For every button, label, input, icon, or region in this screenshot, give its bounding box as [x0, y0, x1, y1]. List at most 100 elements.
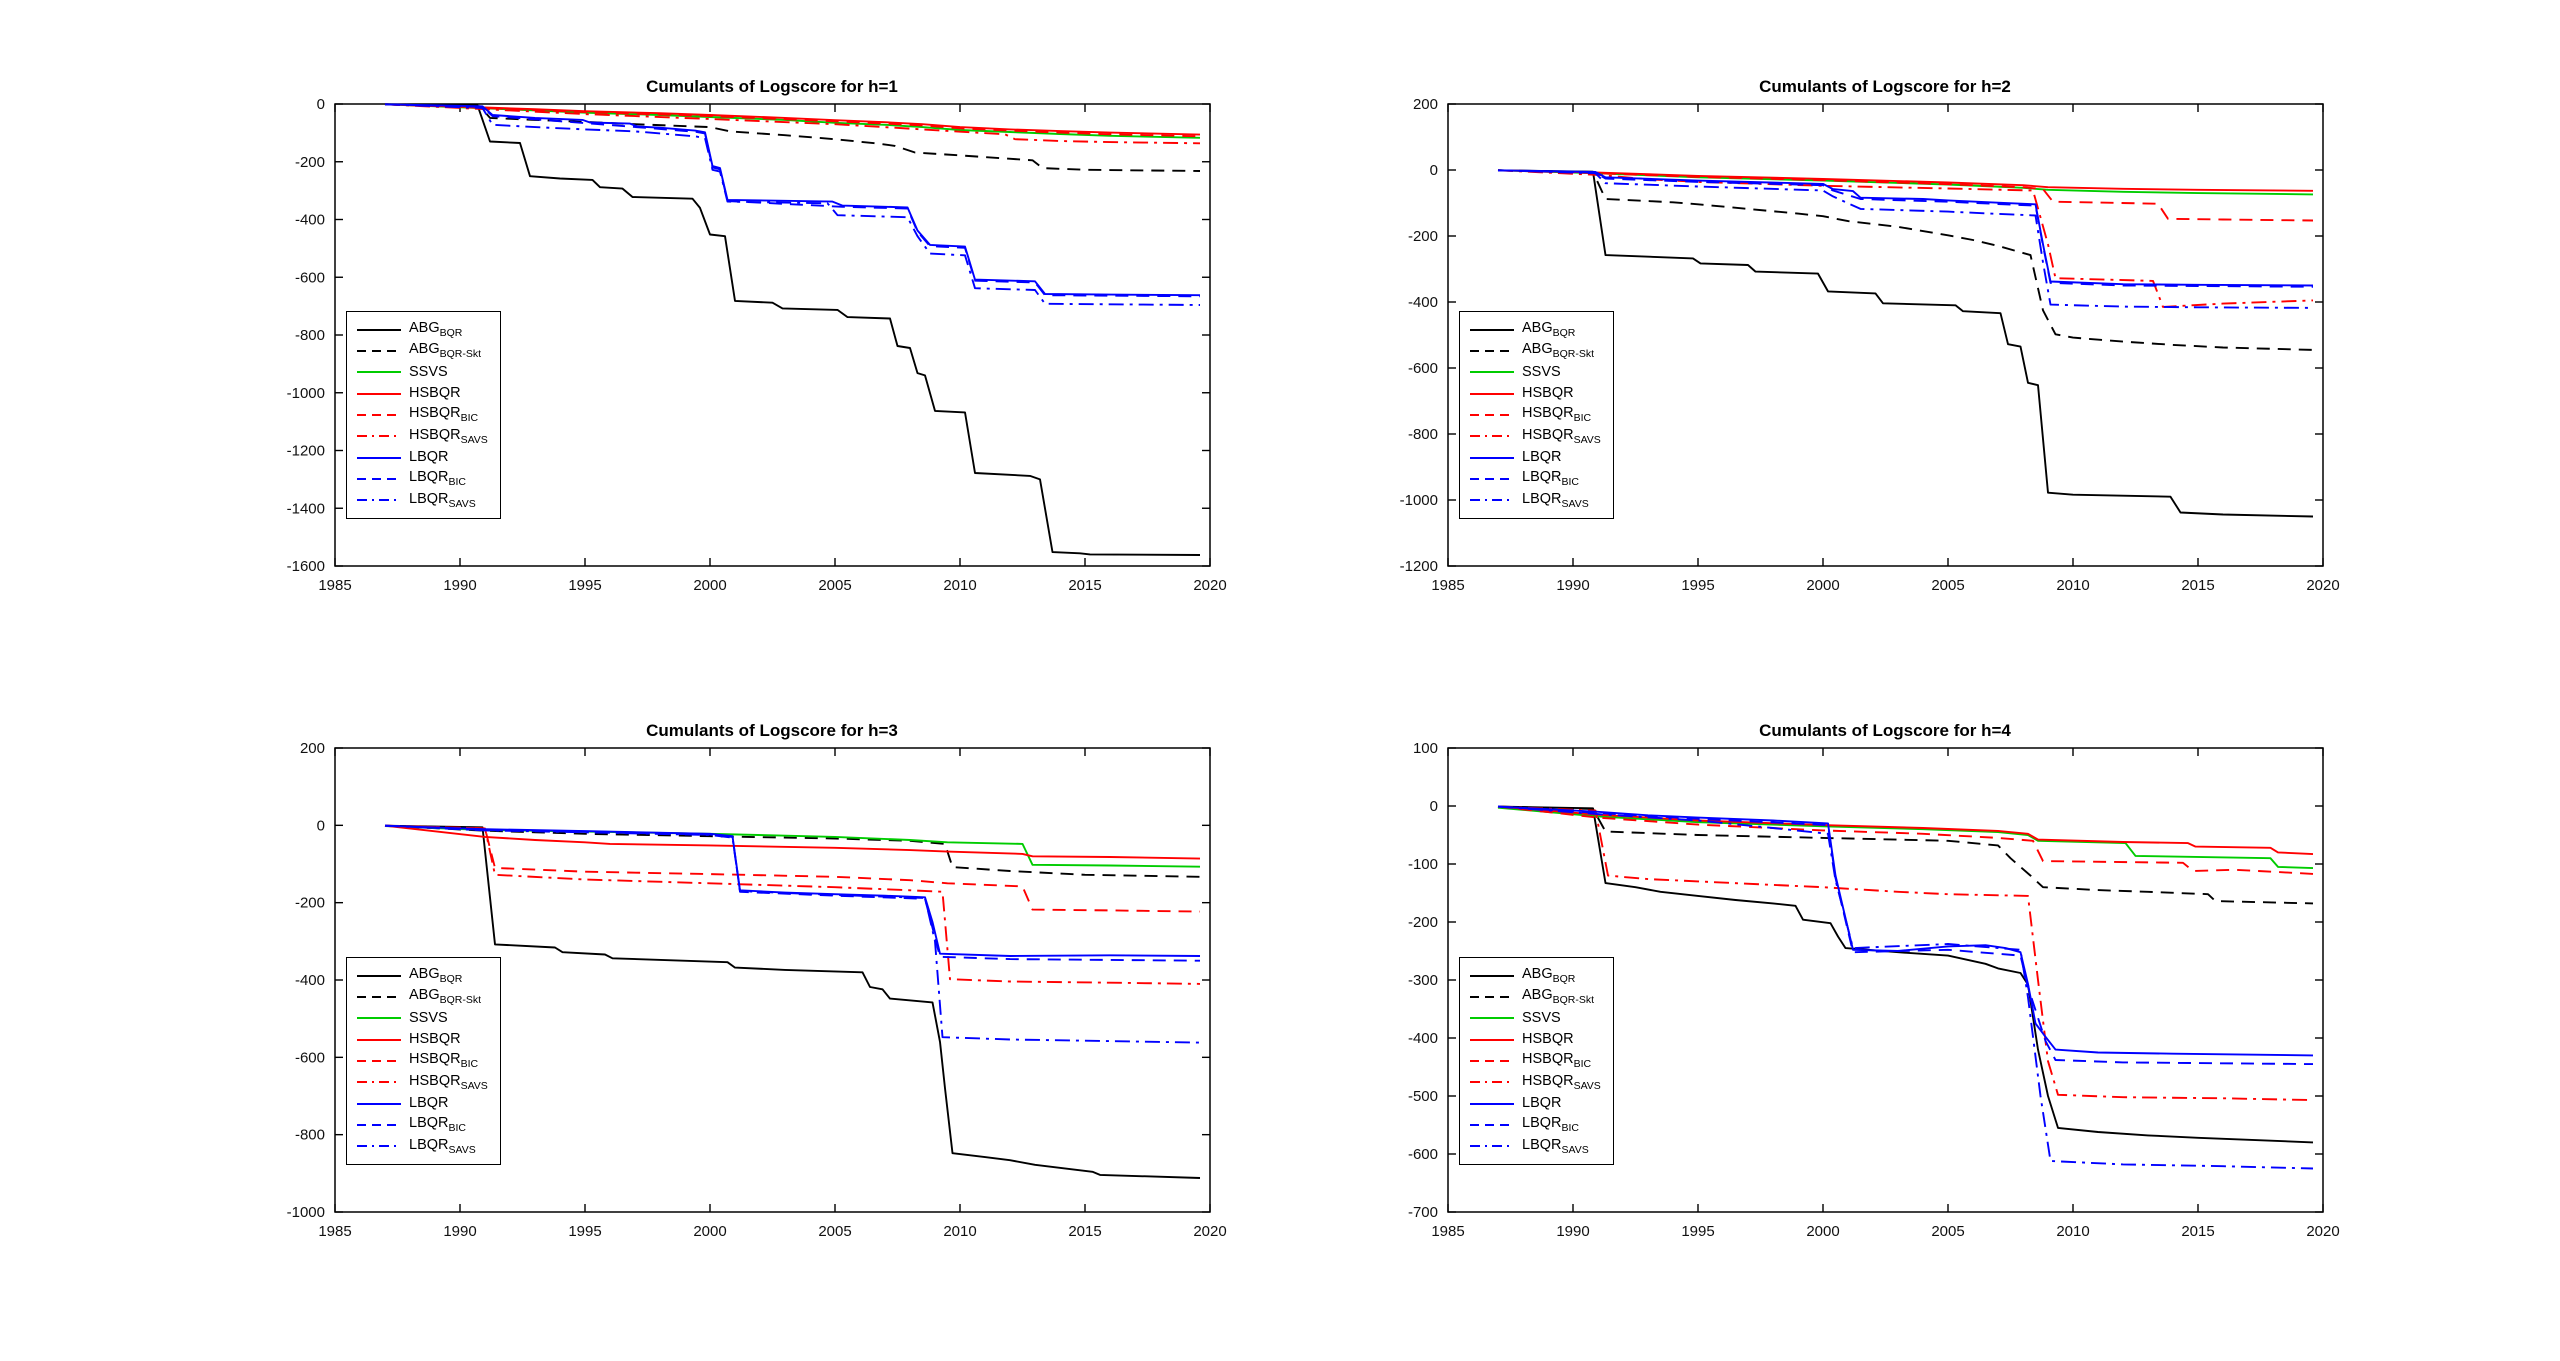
legend-label: ABGBQR	[1522, 965, 1576, 985]
y-tick-label: -600	[295, 269, 325, 286]
legend-label: HSBQRBIC	[1522, 1051, 1592, 1071]
series-HSBQR	[1497, 169, 2314, 192]
legend-label: ABGBQR	[1522, 319, 1576, 339]
x-tick-label: 2020	[1193, 1223, 1226, 1240]
legend-label: HSBQRBIC	[1522, 405, 1592, 425]
y-tick-label: -600	[1408, 360, 1438, 377]
x-tick-label: 1995	[1681, 1223, 1714, 1240]
x-tick-label: 1995	[568, 1223, 601, 1240]
legend-label: LBQRSAVS	[1522, 1136, 1589, 1156]
y-tick-label: -400	[295, 972, 325, 989]
y-tick-label: -100	[1408, 856, 1438, 873]
y-tick-label: 100	[1413, 740, 1438, 757]
legend-line-sample-solid	[1470, 371, 1514, 374]
legend-item-HSBQR: HSBQR	[1469, 1029, 1601, 1050]
series-HSBQR_BIC	[1497, 169, 2314, 222]
y-tick-label: -400	[1408, 294, 1438, 311]
y-tick-label: -1600	[287, 558, 325, 575]
x-tick-label: 1995	[1681, 577, 1714, 594]
legend-line-sample-solid	[1470, 1038, 1514, 1041]
legend-label: LBQRSAVS	[409, 490, 476, 510]
x-tick-label: 1985	[318, 1223, 351, 1240]
plot-canvas: 1985 1990 1995 2000 2005 2010 2015 20202000-200…	[287, 740, 1227, 1240]
legend-label: LBQRBIC	[1522, 469, 1580, 489]
series-LBQR_BIC	[1497, 805, 2314, 1066]
y-tick-label: -200	[295, 895, 325, 912]
legend-line-sample-dashed	[1470, 995, 1514, 998]
x-tick-label: 2005	[1931, 1223, 1964, 1240]
legend-item-ABG_BQR: ABGBQR	[356, 965, 488, 986]
legend-line-sample-dashdot	[357, 435, 401, 438]
legend-item-HSBQR_BIC: HSBQRBIC	[1469, 404, 1601, 425]
series-HSBQR_BIC	[384, 824, 1201, 913]
series-SSVS	[1497, 806, 2314, 870]
series-HSBQR_BIC	[384, 103, 1201, 138]
plot-svg-h2: Cumulants of Logscore for h=2 1985 1990 19…	[1400, 77, 2340, 594]
legend-item-ABG_BQR-Skt: ABGBQR-Skt	[356, 340, 488, 361]
legend-line-sample-dashdot	[1470, 1081, 1514, 1084]
series-ABG_BQR	[1497, 169, 2314, 518]
legend-item-SSVS: SSVS	[356, 362, 488, 383]
legend-line-sample-dashdot	[1470, 499, 1514, 502]
legend-line-sample-dashdot	[357, 1145, 401, 1148]
legend-item-ABG_BQR: ABGBQR	[356, 319, 488, 340]
legend-label: ABGBQR-Skt	[409, 341, 482, 361]
legend-label: SSVS	[1522, 1010, 1561, 1027]
series-LBQR_SAVS	[384, 103, 1201, 306]
legend-label: HSBQR	[1522, 385, 1574, 402]
x-tick-label: 2015	[2181, 1223, 2214, 1240]
legend-label: ABGBQR	[409, 319, 463, 339]
x-tick-label: 1985	[1431, 577, 1464, 594]
legend-item-LBQR: LBQR	[1469, 1093, 1601, 1114]
series-ABG_BQR-Skt	[1497, 169, 2314, 351]
legend-line-sample-dashed	[357, 413, 401, 416]
y-tick-label: -1400	[287, 500, 325, 517]
legend-line-sample-dashed	[357, 349, 401, 352]
x-tick-label: 2015	[1068, 577, 1101, 594]
series-HSBQR	[384, 103, 1201, 136]
legend-item-LBQR_SAVS: LBQRSAVS	[356, 490, 488, 511]
legend: ABGBQR ABGBQR-Skt SSVS HSBQR HSBQRBIC HSBQRSA…	[1459, 311, 1614, 519]
y-tick-label: -1000	[287, 385, 325, 402]
legend-item-LBQR_SAVS: LBQRSAVS	[1469, 490, 1601, 511]
legend-label: ABGBQR	[409, 965, 463, 985]
x-tick-label: 1990	[1556, 1223, 1589, 1240]
legend-label: ABGBQR-Skt	[1522, 987, 1595, 1007]
legend-line-sample-dashed	[1470, 477, 1514, 480]
legend-label: LBQRBIC	[409, 1115, 467, 1135]
legend-line-sample-solid	[357, 456, 401, 459]
plot-svg-h1: Cumulants of Logscore for h=1 1985 1990 19…	[287, 77, 1227, 594]
y-tick-label: -200	[1408, 228, 1438, 245]
series-LBQR_SAVS	[384, 824, 1201, 1044]
legend: ABGBQR ABGBQR-Skt SSVS HSBQR HSBQRBIC HSBQRSA…	[1459, 957, 1614, 1165]
plot-h1: Cumulants of Logscore for h=1 1985 1990 19…	[215, 44, 1255, 629]
legend-item-HSBQR_SAVS: HSBQRSAVS	[356, 1072, 488, 1093]
plot-canvas: 1985 1990 1995 2000 2005 2010 2015 2020 0 -200 -40…	[287, 96, 1227, 594]
legend-line-sample-dashdot	[357, 499, 401, 502]
legend-item-ABG_BQR: ABGBQR	[1469, 965, 1601, 986]
x-tick-label: 1985	[318, 577, 351, 594]
plot-svg-h4: Cumulants of Logscore for h=4 1985 1990 19…	[1408, 721, 2340, 1240]
legend-line-sample-solid	[357, 1017, 401, 1020]
legend-line-sample-dashed	[1470, 349, 1514, 352]
legend-line-sample-solid	[357, 371, 401, 374]
legend-label: LBQR	[409, 449, 449, 466]
legend-item-ABG_BQR-Skt: ABGBQR-Skt	[356, 986, 488, 1007]
y-tick-label: 200	[300, 740, 325, 757]
legend-line-sample-dashed	[357, 477, 401, 480]
y-tick-label: 0	[317, 96, 325, 113]
x-tick-label: 2020	[1193, 577, 1226, 594]
y-tick-label: -400	[295, 212, 325, 229]
y-tick-label: -200	[1408, 914, 1438, 931]
y-tick-label: -1000	[287, 1204, 325, 1221]
legend-label: HSBQRSAVS	[1522, 1072, 1601, 1092]
x-tick-label: 1995	[568, 577, 601, 594]
x-tick-label: 2000	[693, 1223, 726, 1240]
legend-item-HSBQR_SAVS: HSBQRSAVS	[356, 426, 488, 447]
legend-item-HSBQR: HSBQR	[356, 383, 488, 404]
legend-line-sample-solid	[1470, 328, 1514, 331]
legend-label: SSVS	[409, 1010, 448, 1027]
y-tick-label: -400	[1408, 1030, 1438, 1047]
x-tick-label: 2010	[943, 577, 976, 594]
legend-label: HSBQRSAVS	[409, 426, 488, 446]
